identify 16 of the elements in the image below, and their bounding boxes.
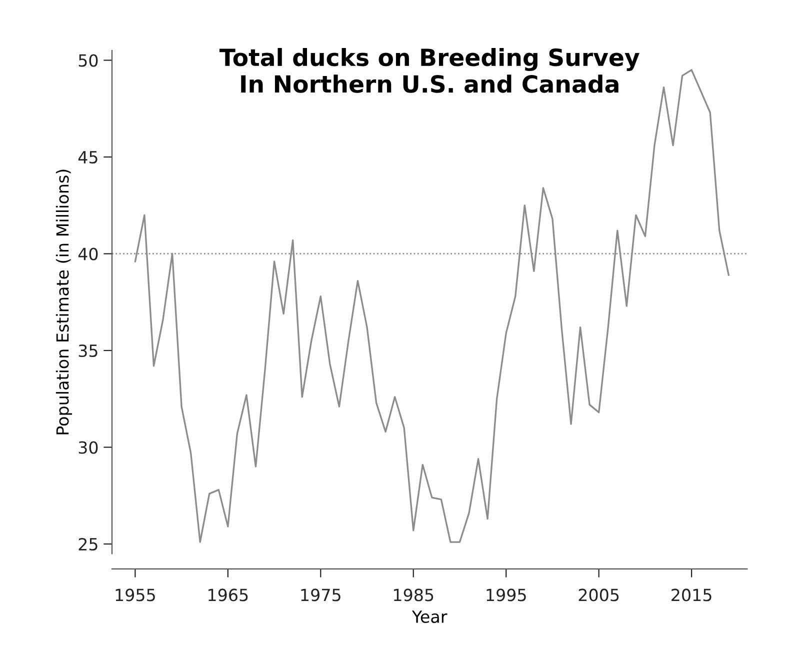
- x-tick-label: 1955: [116, 588, 155, 602]
- y-tick-label: 50: [78, 54, 98, 67]
- y-tick-label: 25: [78, 538, 98, 551]
- y-tick-label: 45: [78, 151, 98, 164]
- x-axis-title: Year: [412, 610, 448, 623]
- x-tick-label: 1965: [208, 588, 248, 602]
- y-tick-label: 35: [78, 344, 98, 358]
- x-tick-label: 2005: [578, 588, 619, 602]
- y-tick-label: 40: [78, 248, 98, 260]
- x-tick-label: 1995: [486, 588, 526, 602]
- y-axis-title: Population Estimate (in Millions): [56, 170, 72, 434]
- x-tick-label: 2015: [672, 588, 712, 602]
- chart-title: Total ducks on Breeding Survey In Northern U.S. and Canada: [219, 48, 640, 93]
- x-tick-label: 1985: [394, 588, 434, 602]
- y-tick-label: 30: [78, 441, 98, 454]
- x-tick-label: 1975: [301, 588, 340, 602]
